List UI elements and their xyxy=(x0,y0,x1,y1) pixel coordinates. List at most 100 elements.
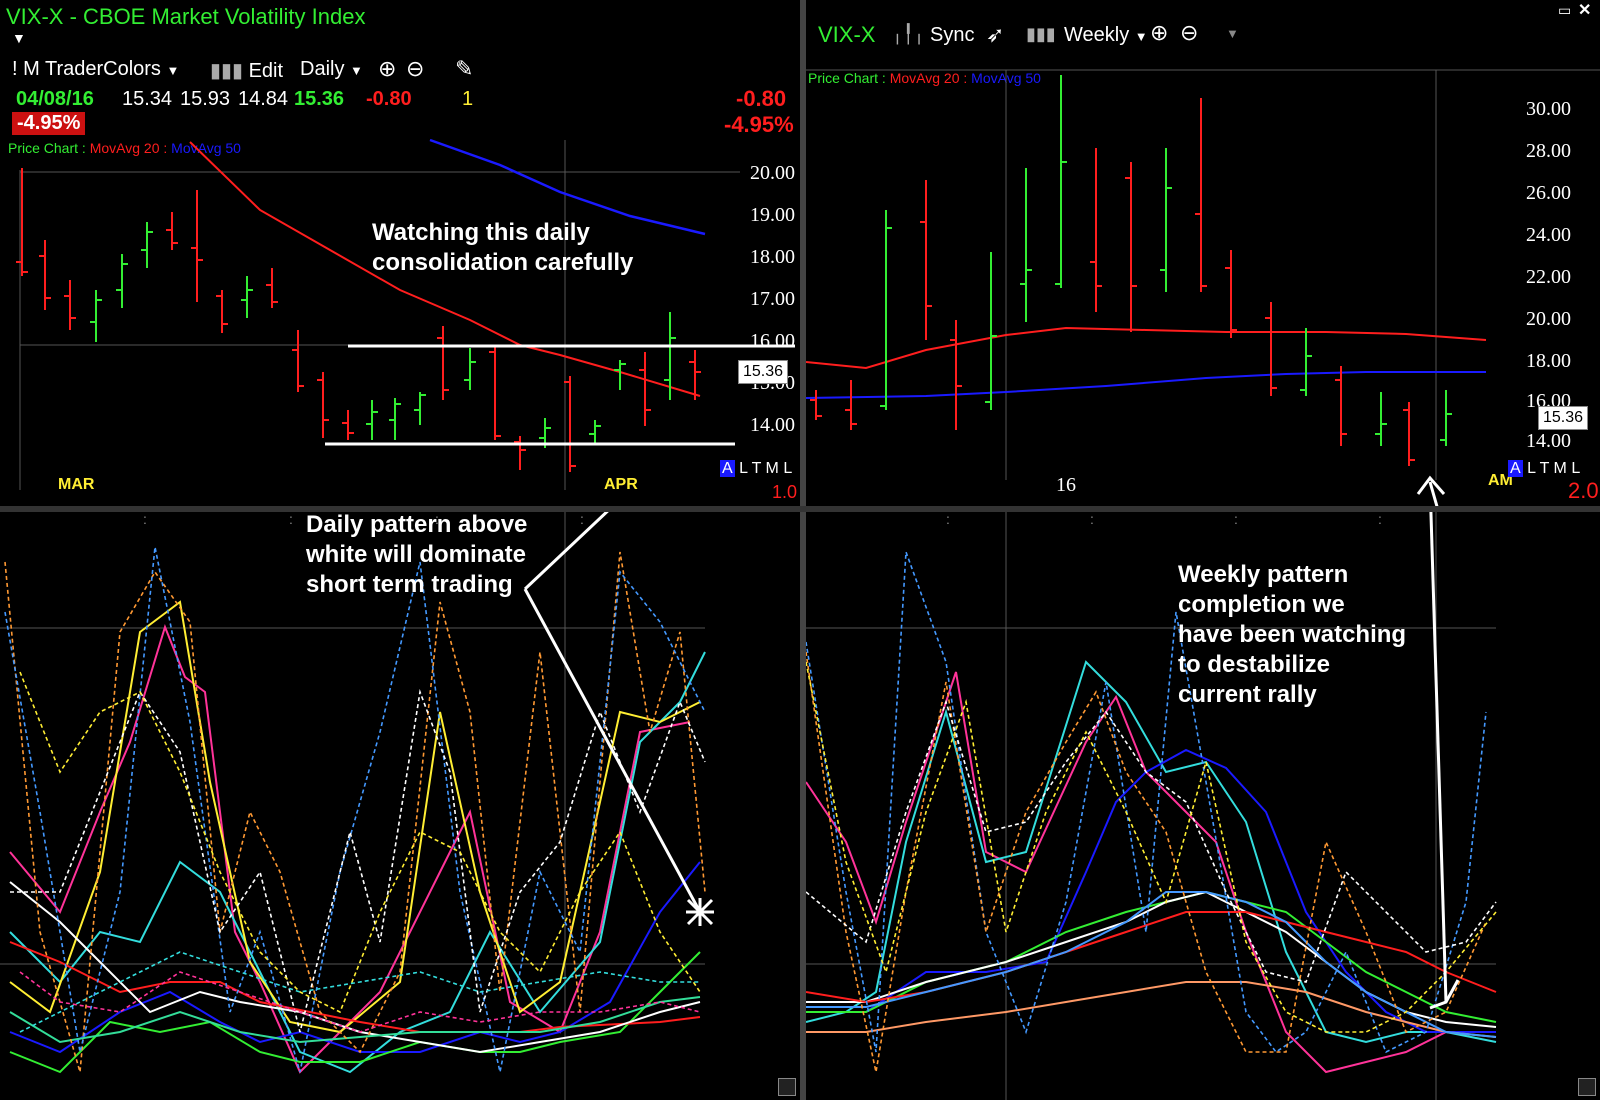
chart-title: VIX-X - CBOE Market Volatility Index xyxy=(6,4,366,29)
range-l2[interactable]: L xyxy=(783,460,793,477)
template-label: ! M TraderColors xyxy=(12,58,161,80)
svg-text::: : xyxy=(435,512,439,527)
quote-close: 15.36 xyxy=(294,88,345,110)
pct-change-badge: -4.95% xyxy=(12,112,86,135)
svg-text::: : xyxy=(580,512,584,527)
svg-text::: : xyxy=(1234,512,1238,527)
weekly-price-chart xyxy=(806,69,1600,480)
y-tick: 26.00 xyxy=(1526,182,1571,204)
daily-indicator-chart: :::: xyxy=(0,512,714,1100)
month-label: AM xyxy=(1488,472,1513,489)
month-label: APR xyxy=(604,476,638,493)
range-l[interactable]: L xyxy=(1527,460,1536,477)
legend-ma50: MovAvg 50 xyxy=(171,140,241,156)
legend-price: Price Chart : xyxy=(808,70,886,86)
annotation-consolidation: Watching this daily consolidation carefu… xyxy=(372,219,634,276)
asterisk-icon xyxy=(686,898,714,926)
weekly-indicator-pane[interactable]: :::: Weekly pattern completion we have b… xyxy=(806,512,1600,1100)
daily-price-pane[interactable]: VIX-X - CBOE Market Volatility Index ▼ !… xyxy=(0,0,800,506)
ma20-line xyxy=(189,141,701,397)
period-dropdown[interactable]: Weekly ▼ xyxy=(1064,24,1148,47)
pane-splitter-horizontal[interactable] xyxy=(0,506,1600,512)
annotation-arrow xyxy=(1429,512,1448,1003)
annotation-daily-pattern: Daily pattern above white will dominate … xyxy=(306,512,528,598)
quote-date: 04/08/16 xyxy=(16,88,94,110)
zoom-out-icon[interactable]: ⊖ xyxy=(406,56,425,81)
annotation-arrow xyxy=(523,588,702,913)
y-tick: 16.00 xyxy=(750,330,795,352)
sync-button[interactable]: Sync xyxy=(930,24,975,46)
resize-handle[interactable] xyxy=(778,1078,796,1096)
quote-count: 1 xyxy=(462,88,474,110)
time-range-buttons[interactable]: A L T M L xyxy=(720,460,792,478)
ma50-line xyxy=(806,371,1486,399)
weekly-indicator-chart: :::: xyxy=(806,512,1497,1100)
last-price-label: 15.36 xyxy=(1538,406,1589,430)
y-tick: 28.00 xyxy=(1526,140,1571,162)
pane-menu-chevron-icon[interactable]: ▼ xyxy=(12,30,26,46)
bar-chart-icon[interactable]: ▮▮▮ xyxy=(1026,24,1056,44)
annotation-weekly-pattern: Weekly pattern completion we have been w… xyxy=(1178,561,1407,708)
zoom-in-icon[interactable]: ⊕ xyxy=(378,56,397,81)
range-m[interactable]: M xyxy=(765,460,779,477)
more-chevron-icon[interactable]: ▼ xyxy=(1226,26,1239,41)
svg-text::: : xyxy=(143,512,147,527)
quote-change: -0.80 xyxy=(366,88,412,110)
pencil-icon[interactable]: ✎ xyxy=(455,56,474,81)
range-l2[interactable]: L xyxy=(1571,460,1581,477)
y-tick: 18.00 xyxy=(750,246,795,268)
svg-text::: : xyxy=(946,512,950,527)
range-t[interactable]: T xyxy=(1539,460,1550,477)
scale-value: 1.0 xyxy=(772,482,798,502)
chart-legend: Price Chart : MovAvg 20 : MovAvg 50 xyxy=(808,70,1041,86)
template-dropdown[interactable]: ! M TraderColors ▼ xyxy=(12,58,179,81)
change-right: -0.80 xyxy=(736,86,787,111)
y-tick: 30.00 xyxy=(1526,98,1571,120)
range-a[interactable]: A xyxy=(720,460,735,477)
y-tick: 20.00 xyxy=(750,162,795,184)
legend-price: Price Chart : xyxy=(8,140,86,156)
edit-label: Edit xyxy=(248,60,284,82)
svg-text::: : xyxy=(289,512,293,527)
resize-handle[interactable] xyxy=(1578,1078,1596,1096)
daily-indicator-pane[interactable]: :::: Daily pattern above white will domi xyxy=(0,512,800,1100)
scale-value: 2.0 xyxy=(1568,478,1599,503)
ma20-line xyxy=(806,326,1487,370)
quote-low: 14.84 xyxy=(238,88,289,110)
chevron-down-icon: ▼ xyxy=(166,63,180,78)
bar-chart-icon: ▮▮▮ xyxy=(210,60,244,82)
range-a[interactable]: A xyxy=(1508,460,1523,477)
period-label: Weekly xyxy=(1064,24,1130,46)
y-tick: 17.00 xyxy=(750,288,795,310)
range-t[interactable]: T xyxy=(751,460,762,477)
y-tick: 22.00 xyxy=(1526,266,1571,288)
time-range-buttons[interactable]: A L T M L xyxy=(1508,460,1580,478)
daily-price-chart xyxy=(16,138,795,490)
pane-splitter-vertical[interactable] xyxy=(800,0,806,1100)
legend-ma20: MovAvg 20 : xyxy=(889,70,968,86)
weekly-price-pane[interactable]: VIX-X ╷╿╷ Sync ➶ ▮▮▮ Weekly ▼ ⊕ ⊖ ▼ ▭ ✕ … xyxy=(806,0,1600,506)
range-l[interactable]: L xyxy=(739,460,748,477)
edit-button[interactable]: ▮▮▮ Edit xyxy=(210,58,283,83)
chart-legend: Price Chart : MovAvg 20 : MovAvg 50 xyxy=(8,140,241,156)
chevron-down-icon: ▼ xyxy=(1134,29,1148,44)
quote-open: 15.34 xyxy=(122,88,173,110)
ma50-line xyxy=(429,138,706,236)
runner-icon[interactable]: ➶ xyxy=(986,22,1005,47)
x-tick: 16 xyxy=(1056,474,1076,496)
period-dropdown[interactable]: Daily ▼ xyxy=(300,58,363,81)
close-icon[interactable]: ✕ xyxy=(1578,2,1592,19)
y-tick: 19.00 xyxy=(750,204,795,226)
legend-ma20: MovAvg 20 : xyxy=(89,140,168,156)
restore-window-icon[interactable]: ▭ xyxy=(1558,2,1572,18)
quote-high: 15.93 xyxy=(180,88,231,110)
svg-text::: : xyxy=(1090,512,1094,527)
y-tick: 24.00 xyxy=(1526,224,1571,246)
svg-text::: : xyxy=(1378,512,1382,527)
range-m[interactable]: M xyxy=(1553,460,1567,477)
y-tick: 18.00 xyxy=(1526,350,1571,372)
zoom-out-icon[interactable]: ⊖ xyxy=(1180,20,1199,45)
zoom-in-icon[interactable]: ⊕ xyxy=(1150,20,1169,45)
ohlc-chart-icon[interactable]: ╷╿╷ xyxy=(892,24,925,44)
chevron-down-icon: ▼ xyxy=(350,63,363,78)
